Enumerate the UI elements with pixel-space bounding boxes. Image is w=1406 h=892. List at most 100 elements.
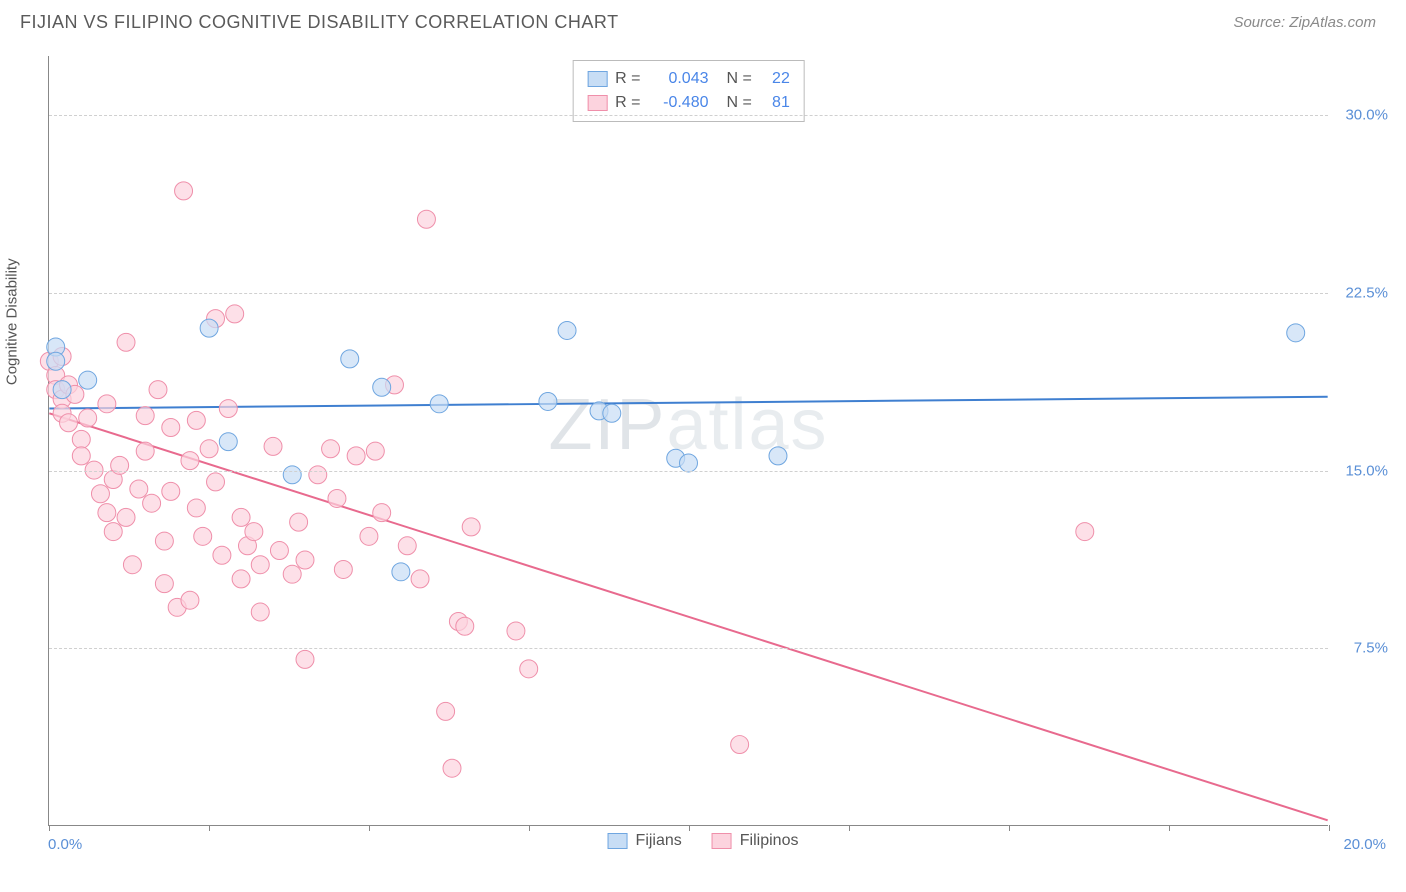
legend-stats: R =0.043N =22R =-0.480N =81: [572, 60, 805, 122]
scatter-point: [219, 433, 237, 451]
scatter-point: [232, 570, 250, 588]
chart-plot-area: ZIPatlas R =0.043N =22R =-0.480N =81 7.5…: [48, 56, 1328, 826]
scatter-point: [47, 352, 65, 370]
scatter-point: [117, 333, 135, 351]
x-tick: [49, 825, 50, 831]
scatter-point: [769, 447, 787, 465]
scatter-point: [270, 542, 288, 560]
scatter-point: [91, 485, 109, 503]
scatter-point: [296, 650, 314, 668]
scatter-point: [430, 395, 448, 413]
scatter-point: [462, 518, 480, 536]
legend-stats-row: R =-0.480N =81: [587, 91, 790, 115]
regression-line: [49, 413, 1327, 820]
scatter-point: [283, 466, 301, 484]
scatter-point: [731, 736, 749, 754]
scatter-point: [175, 182, 193, 200]
scatter-point: [60, 414, 78, 432]
regression-line: [49, 397, 1327, 409]
scatter-point: [162, 418, 180, 436]
n-label: N =: [727, 91, 752, 115]
scatter-point: [200, 319, 218, 337]
gridline: [49, 115, 1328, 116]
scatter-point: [98, 504, 116, 522]
scatter-point: [72, 430, 90, 448]
scatter-point: [456, 617, 474, 635]
scatter-point: [1287, 324, 1305, 342]
legend-stats-row: R =0.043N =22: [587, 67, 790, 91]
scatter-point: [130, 480, 148, 498]
scatter-point: [507, 622, 525, 640]
scatter-point: [162, 482, 180, 500]
scatter-point: [72, 447, 90, 465]
y-axis-label: Cognitive Disability: [4, 258, 21, 385]
scatter-point: [341, 350, 359, 368]
x-tick: [1169, 825, 1170, 831]
scatter-point: [143, 494, 161, 512]
x-tick: [849, 825, 850, 831]
gridline: [49, 471, 1328, 472]
legend-item: Filipinos: [712, 832, 799, 850]
legend-item: Fijians: [608, 832, 682, 850]
scatter-point: [200, 440, 218, 458]
scatter-point: [187, 499, 205, 517]
x-tick: [369, 825, 370, 831]
x-tick: [689, 825, 690, 831]
legend-swatch: [587, 71, 607, 87]
scatter-point: [79, 409, 97, 427]
scatter-point: [437, 702, 455, 720]
scatter-point: [79, 371, 97, 389]
scatter-point: [155, 532, 173, 550]
scatter-point: [290, 513, 308, 531]
scatter-point: [366, 442, 384, 460]
y-tick-label: 30.0%: [1345, 107, 1388, 124]
scatter-point: [207, 473, 225, 491]
y-tick-label: 15.0%: [1345, 462, 1388, 479]
scatter-point: [283, 565, 301, 583]
scatter-point: [104, 523, 122, 541]
r-value: 0.043: [649, 67, 709, 91]
x-tick: [529, 825, 530, 831]
scatter-point: [264, 437, 282, 455]
scatter-point: [232, 508, 250, 526]
scatter-point: [603, 404, 621, 422]
legend-swatch: [712, 833, 732, 849]
legend-swatch: [587, 95, 607, 111]
scatter-point: [123, 556, 141, 574]
scatter-point: [136, 407, 154, 425]
scatter-point: [1076, 523, 1094, 541]
n-label: N =: [727, 67, 752, 91]
scatter-point: [251, 603, 269, 621]
y-tick-label: 22.5%: [1345, 284, 1388, 301]
gridline: [49, 293, 1328, 294]
scatter-point: [111, 456, 129, 474]
x-axis-min-label: 0.0%: [48, 836, 82, 853]
scatter-point: [296, 551, 314, 569]
scatter-point: [149, 381, 167, 399]
x-tick: [1329, 825, 1330, 831]
scatter-point: [373, 378, 391, 396]
scatter-point: [136, 442, 154, 460]
scatter-point: [558, 321, 576, 339]
scatter-point: [539, 392, 557, 410]
scatter-point: [309, 466, 327, 484]
legend-series: Fijians Filipinos: [608, 832, 799, 850]
scatter-point: [411, 570, 429, 588]
x-tick: [209, 825, 210, 831]
y-tick-label: 7.5%: [1354, 640, 1388, 657]
scatter-point: [53, 381, 71, 399]
legend-label: Fijians: [636, 832, 682, 850]
scatter-point: [334, 560, 352, 578]
legend-label: Filipinos: [740, 832, 799, 850]
chart-title: FIJIAN VS FILIPINO COGNITIVE DISABILITY …: [20, 12, 619, 33]
source-label: Source: ZipAtlas.com: [1233, 14, 1376, 31]
scatter-svg: [49, 56, 1328, 825]
x-tick: [1009, 825, 1010, 831]
scatter-point: [98, 395, 116, 413]
scatter-point: [392, 563, 410, 581]
gridline: [49, 648, 1328, 649]
scatter-point: [226, 305, 244, 323]
scatter-point: [322, 440, 340, 458]
scatter-point: [417, 210, 435, 228]
r-value: -0.480: [649, 91, 709, 115]
